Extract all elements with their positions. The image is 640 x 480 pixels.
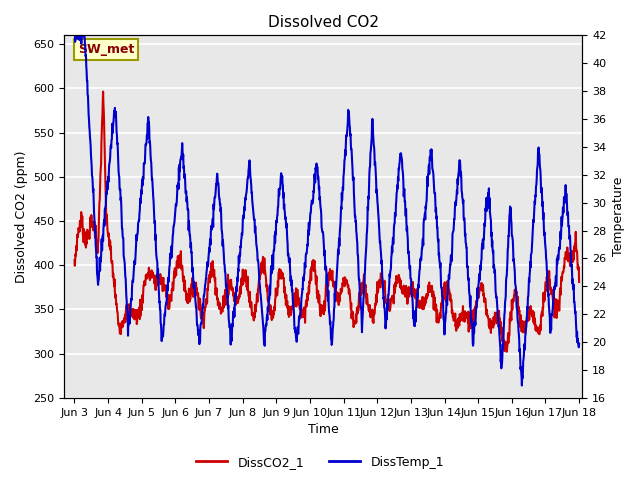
X-axis label: Time: Time — [308, 423, 339, 436]
DissCO2_1 — [575, 279, 583, 285]
DissTemp_1 — [305, 232, 312, 238]
DissCO2_1 — [358, 282, 366, 288]
DissTemp_1 — [70, 27, 78, 33]
DissCO2_1 — [110, 279, 118, 285]
DissCO2_1 — [99, 89, 107, 95]
DissCO2_1 — [131, 316, 138, 322]
Y-axis label: Temperature: Temperature — [612, 177, 625, 256]
DissCO2_1 — [305, 291, 312, 297]
Line: DissTemp_1: DissTemp_1 — [74, 25, 579, 385]
DissTemp_1 — [131, 258, 138, 264]
DissCO2_1 — [70, 257, 78, 263]
Title: Dissolved CO2: Dissolved CO2 — [268, 15, 379, 30]
Legend: DissCO2_1, DissTemp_1: DissCO2_1, DissTemp_1 — [191, 451, 449, 474]
DissTemp_1 — [575, 341, 583, 347]
DissTemp_1 — [358, 329, 366, 335]
Y-axis label: Dissolved CO2 (ppm): Dissolved CO2 (ppm) — [15, 150, 28, 283]
DissTemp_1 — [518, 383, 525, 388]
DissTemp_1 — [285, 259, 292, 264]
DissTemp_1 — [110, 112, 118, 118]
DissCO2_1 — [296, 302, 303, 308]
Line: DissCO2_1: DissCO2_1 — [74, 92, 579, 352]
DissCO2_1 — [503, 349, 511, 355]
Text: SW_met: SW_met — [78, 43, 134, 56]
DissCO2_1 — [285, 314, 292, 320]
DissTemp_1 — [296, 316, 303, 322]
DissTemp_1 — [78, 23, 86, 28]
